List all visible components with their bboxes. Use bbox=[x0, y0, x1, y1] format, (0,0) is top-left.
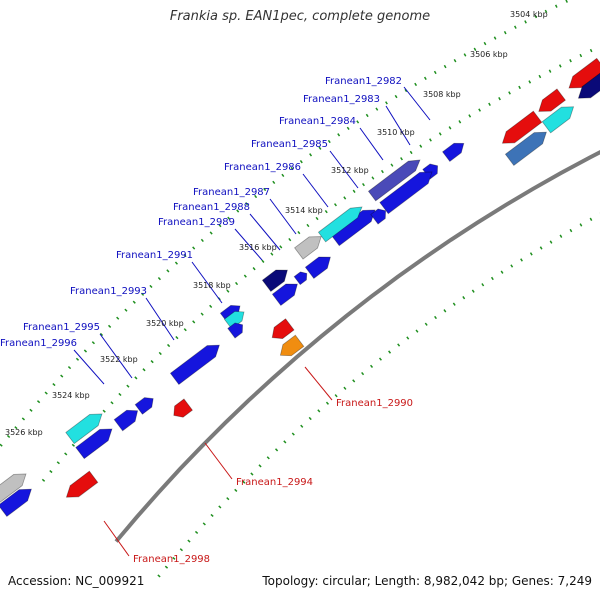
summary-text: Topology: circular; Length: 8,982,042 bp… bbox=[262, 574, 592, 588]
tick-ring-2 bbox=[0, 0, 573, 447]
kbp-label: 3520 kbp bbox=[146, 319, 184, 328]
kbp-label: 3504 kbp bbox=[510, 10, 548, 19]
leader-line bbox=[191, 261, 223, 304]
kbp-label: 3508 kbp bbox=[423, 90, 461, 99]
gene-label[interactable]: Franean1_2998 bbox=[133, 554, 210, 565]
gene-arrow-8[interactable] bbox=[293, 229, 326, 260]
gene-arrow-22[interactable] bbox=[0, 481, 36, 517]
gene-label[interactable]: Franean1_2985 bbox=[251, 139, 328, 150]
backbone-line bbox=[114, 150, 600, 543]
gene-arrow-31[interactable] bbox=[168, 397, 193, 421]
gene-arrow-24[interactable] bbox=[572, 70, 600, 104]
map-title: Frankia sp. EAN1pec, complete genome bbox=[169, 9, 431, 24]
gene-arrow-1[interactable] bbox=[441, 136, 468, 162]
leader-lines-layer bbox=[73, 86, 431, 557]
leader-line bbox=[304, 366, 333, 401]
gene-arrow-9[interactable] bbox=[304, 249, 335, 279]
gene-label[interactable]: Franean1_2996 bbox=[0, 338, 77, 349]
leader-line bbox=[204, 442, 233, 480]
gene-label[interactable]: Franean1_2988 bbox=[173, 202, 250, 213]
kbp-label: 3512 kbp bbox=[331, 166, 369, 175]
leader-line bbox=[73, 349, 105, 385]
gene-label[interactable]: Franean1_2986 bbox=[224, 162, 301, 173]
leader-line bbox=[385, 105, 411, 146]
leader-line bbox=[302, 173, 329, 208]
gene-label[interactable]: Franean1_2984 bbox=[279, 116, 356, 127]
gene-arrow-11[interactable] bbox=[261, 262, 292, 292]
gene-arrow-18[interactable] bbox=[112, 403, 141, 432]
leader-line bbox=[269, 198, 297, 235]
tick-ring-1 bbox=[41, 44, 600, 482]
accession-text: Accession: NC_009921 bbox=[8, 574, 145, 588]
labels-layer: 3504 kbp 3506 kbp 3508 kbp 3510 kbp 3512 kbp… bbox=[0, 10, 548, 565]
backbone-layer bbox=[114, 150, 600, 543]
gene-label[interactable]: Franean1_2989 bbox=[158, 217, 235, 228]
gene-arrow-10[interactable] bbox=[292, 267, 309, 286]
gene-label[interactable]: Franean1_2990 bbox=[336, 398, 413, 409]
kbp-label: 3516 kbp bbox=[239, 243, 277, 252]
leader-line bbox=[249, 213, 281, 251]
gene-arrow-15[interactable] bbox=[226, 318, 246, 339]
gene-arrow-17[interactable] bbox=[133, 391, 156, 415]
kbp-label: 3526 kbp bbox=[5, 428, 43, 437]
gene-arrow-3[interactable] bbox=[378, 164, 436, 215]
gene-label[interactable]: Franean1_2987 bbox=[193, 187, 270, 198]
gene-arrow-19[interactable] bbox=[64, 406, 106, 445]
leader-line bbox=[103, 520, 130, 557]
gene-arrow-25[interactable] bbox=[533, 87, 566, 117]
gene-arrow-32[interactable] bbox=[60, 469, 99, 503]
gene-arrow-7[interactable] bbox=[369, 204, 389, 225]
gene-label[interactable]: Franean1_2994 bbox=[236, 477, 313, 488]
leader-line bbox=[234, 228, 263, 261]
gene-label[interactable]: Franean1_2993 bbox=[70, 286, 147, 297]
gene-arrow-27[interactable] bbox=[496, 109, 543, 149]
leader-line bbox=[145, 297, 175, 341]
gene-arrow-26[interactable] bbox=[540, 99, 577, 134]
kbp-label: 3510 kbp bbox=[377, 128, 415, 137]
leader-line bbox=[403, 86, 431, 121]
gene-arrow-6[interactable] bbox=[317, 200, 366, 243]
gene-arrow-20[interactable] bbox=[74, 421, 116, 460]
gene-arrow-21[interactable] bbox=[0, 466, 30, 505]
leader-line bbox=[359, 127, 384, 161]
gene-label[interactable]: Franean1_2995 bbox=[23, 322, 100, 333]
gene-arrow-16[interactable] bbox=[169, 337, 224, 386]
tick-ring-3 bbox=[157, 212, 600, 578]
kbp-label: 3506 kbp bbox=[470, 50, 508, 59]
gene-arrow-4[interactable] bbox=[367, 153, 424, 202]
leader-line bbox=[99, 333, 133, 379]
tick-dots-layer bbox=[0, 0, 600, 578]
gene-arrow-28[interactable] bbox=[504, 124, 551, 166]
kbp-label: 3524 kbp bbox=[52, 391, 90, 400]
kbp-label: 3518 kbp bbox=[193, 281, 231, 290]
gene-arrow-29[interactable] bbox=[266, 316, 295, 343]
kbp-label: 3522 kbp bbox=[100, 355, 138, 364]
gene-label[interactable]: Franean1_2983 bbox=[303, 94, 380, 105]
leader-line bbox=[329, 150, 359, 189]
kbp-label: 3514 kbp bbox=[285, 206, 323, 215]
gene-arrow-12[interactable] bbox=[271, 276, 302, 306]
gene-label[interactable]: Franean1_2991 bbox=[116, 250, 193, 261]
gene-arrow-30[interactable] bbox=[274, 333, 305, 361]
gene-label[interactable]: Franean1_2982 bbox=[325, 76, 402, 87]
genes-layer bbox=[0, 56, 600, 517]
gene-arrow-23[interactable] bbox=[563, 56, 600, 94]
